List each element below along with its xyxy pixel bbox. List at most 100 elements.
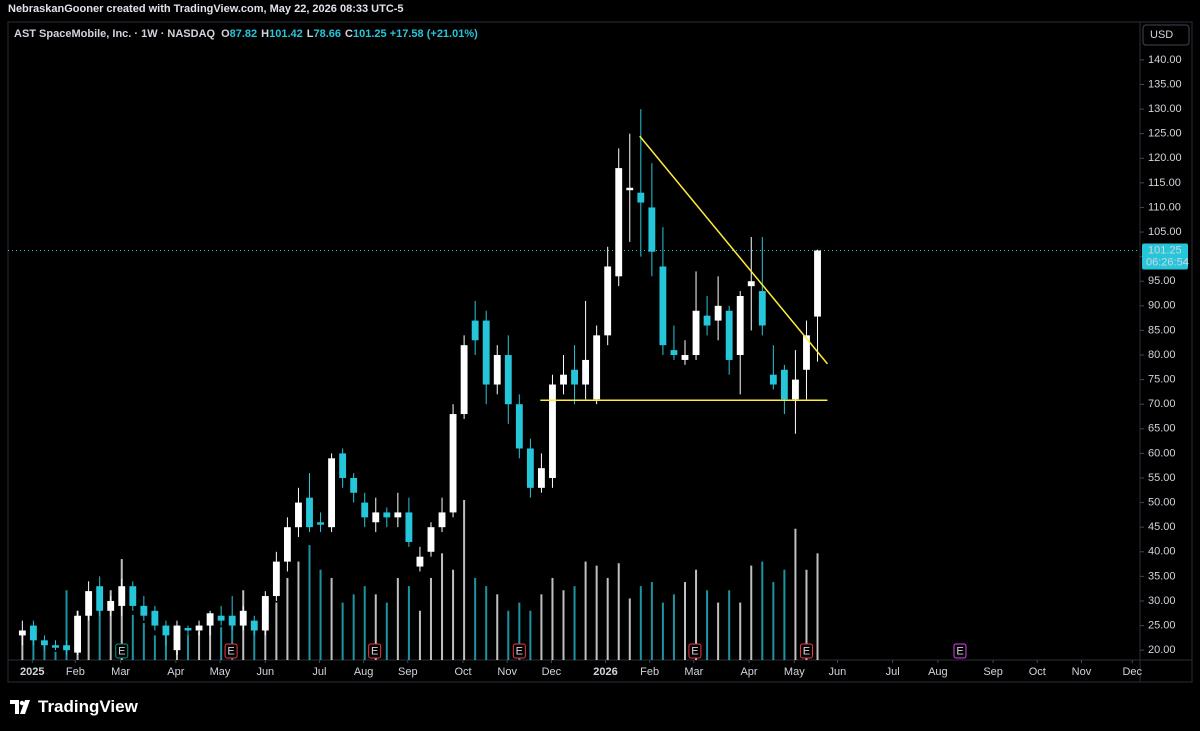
volume-bar bbox=[352, 594, 355, 660]
volume-bar bbox=[529, 610, 532, 660]
volume-bar bbox=[639, 586, 642, 660]
last-price-label: 101.25 bbox=[1148, 244, 1182, 256]
candle-body bbox=[703, 315, 711, 326]
x-tick-label: Apr bbox=[740, 666, 757, 678]
candle-body bbox=[129, 586, 137, 606]
countdown-label: 06:26:54 bbox=[1146, 256, 1189, 268]
x-tick-label: Jun bbox=[829, 666, 847, 678]
earnings-label: E bbox=[227, 645, 234, 657]
logo-text: TradingView bbox=[38, 697, 138, 716]
candle-body bbox=[515, 404, 523, 449]
volume-bar bbox=[441, 553, 444, 660]
volume-bar bbox=[164, 631, 167, 660]
candle-body bbox=[173, 625, 181, 651]
y-tick-label: 55.00 bbox=[1148, 472, 1176, 484]
y-tick-label: 60.00 bbox=[1148, 447, 1176, 459]
legend-value: 78.66 bbox=[314, 28, 342, 40]
volume-bar bbox=[573, 586, 576, 660]
legend-value: 87.82 bbox=[230, 28, 258, 40]
candle-body bbox=[118, 586, 126, 606]
volume-bar bbox=[562, 590, 565, 660]
volume-bar bbox=[683, 582, 686, 660]
y-tick-label: 40.00 bbox=[1148, 546, 1176, 558]
volume-bar bbox=[429, 577, 432, 660]
x-tick-label: Apr bbox=[167, 666, 184, 678]
candle-body bbox=[692, 310, 700, 356]
earnings-marker bbox=[799, 643, 813, 659]
y-tick-label: 90.00 bbox=[1148, 300, 1176, 312]
x-tick-label: Jun bbox=[256, 666, 274, 678]
volume-bar bbox=[628, 598, 631, 660]
candle-body bbox=[571, 369, 578, 385]
volume-bar bbox=[220, 627, 223, 660]
candle-body bbox=[714, 305, 722, 321]
candle-body bbox=[18, 630, 26, 636]
volume-bar bbox=[396, 577, 399, 660]
x-tick-label: Mar bbox=[684, 666, 703, 678]
candle-body bbox=[526, 448, 534, 488]
x-tick-label: Sep bbox=[398, 666, 418, 678]
y-tick-label: 25.00 bbox=[1148, 619, 1176, 631]
volume-bar bbox=[330, 577, 333, 660]
x-tick-label: May bbox=[210, 666, 231, 678]
y-tick-label: 80.00 bbox=[1148, 349, 1176, 361]
candle-body bbox=[52, 645, 59, 648]
earnings-marker bbox=[953, 643, 967, 659]
earnings-marker bbox=[512, 643, 526, 659]
candle-body bbox=[394, 512, 402, 518]
volume-bar bbox=[142, 623, 145, 660]
header-text: NebraskanGooner created with TradingView… bbox=[8, 3, 404, 15]
candle-body bbox=[780, 369, 788, 400]
candle-body bbox=[803, 335, 810, 370]
candle-body bbox=[140, 605, 148, 616]
candle-body bbox=[283, 527, 291, 562]
y-tick-label: 110.00 bbox=[1148, 201, 1181, 213]
x-tick-label: 2025 bbox=[20, 666, 44, 678]
y-tick-label: 125.00 bbox=[1148, 128, 1182, 140]
volume-bar bbox=[551, 577, 554, 660]
volume-bar bbox=[198, 631, 201, 660]
volume-bar bbox=[805, 569, 808, 660]
candle-body bbox=[681, 355, 689, 360]
candle-body bbox=[593, 335, 601, 400]
x-tick-label: Jul bbox=[312, 666, 326, 678]
volume-bar bbox=[231, 623, 234, 660]
currency-box[interactable] bbox=[1142, 24, 1190, 46]
candle-body bbox=[549, 384, 556, 478]
y-tick-label: 105.00 bbox=[1148, 226, 1182, 238]
candle-body bbox=[438, 512, 446, 528]
earnings-label: E bbox=[118, 645, 125, 657]
candle-body bbox=[29, 625, 37, 641]
legend-key: O bbox=[221, 28, 230, 40]
volume-bar bbox=[32, 631, 35, 660]
x-tick-label: Jul bbox=[886, 666, 900, 678]
x-tick-label: Oct bbox=[1029, 666, 1046, 678]
volume-bar bbox=[109, 590, 112, 660]
earnings-marker bbox=[224, 643, 238, 659]
candle-body bbox=[626, 187, 634, 191]
volume-bar bbox=[385, 602, 388, 660]
logo-icon bbox=[10, 700, 30, 714]
y-tick-label: 35.00 bbox=[1148, 570, 1176, 582]
x-tick-label: Feb bbox=[66, 666, 85, 678]
volume-bar bbox=[518, 602, 521, 660]
earnings-label: E bbox=[956, 645, 963, 657]
x-tick-label: Nov bbox=[1072, 666, 1092, 678]
candle-body bbox=[637, 192, 645, 203]
earnings-marker bbox=[688, 643, 702, 659]
earnings-label: E bbox=[371, 645, 378, 657]
candle-body bbox=[372, 512, 380, 523]
volume-bar bbox=[418, 610, 421, 660]
earnings-label: E bbox=[691, 645, 698, 657]
legend: AST SpaceMobile, Inc. · 1W · NASDAQ O87.8… bbox=[14, 28, 478, 40]
earnings-marker bbox=[368, 643, 382, 659]
trendline bbox=[639, 135, 829, 365]
candle-body bbox=[350, 477, 358, 493]
y-tick-label: 85.00 bbox=[1148, 324, 1176, 336]
legend-title: AST SpaceMobile, Inc. · 1W · NASDAQ bbox=[14, 28, 216, 40]
volume-bar bbox=[739, 602, 742, 660]
candle-body bbox=[63, 645, 70, 651]
volume-bar bbox=[496, 594, 499, 660]
x-tick-label: Mar bbox=[111, 666, 130, 678]
